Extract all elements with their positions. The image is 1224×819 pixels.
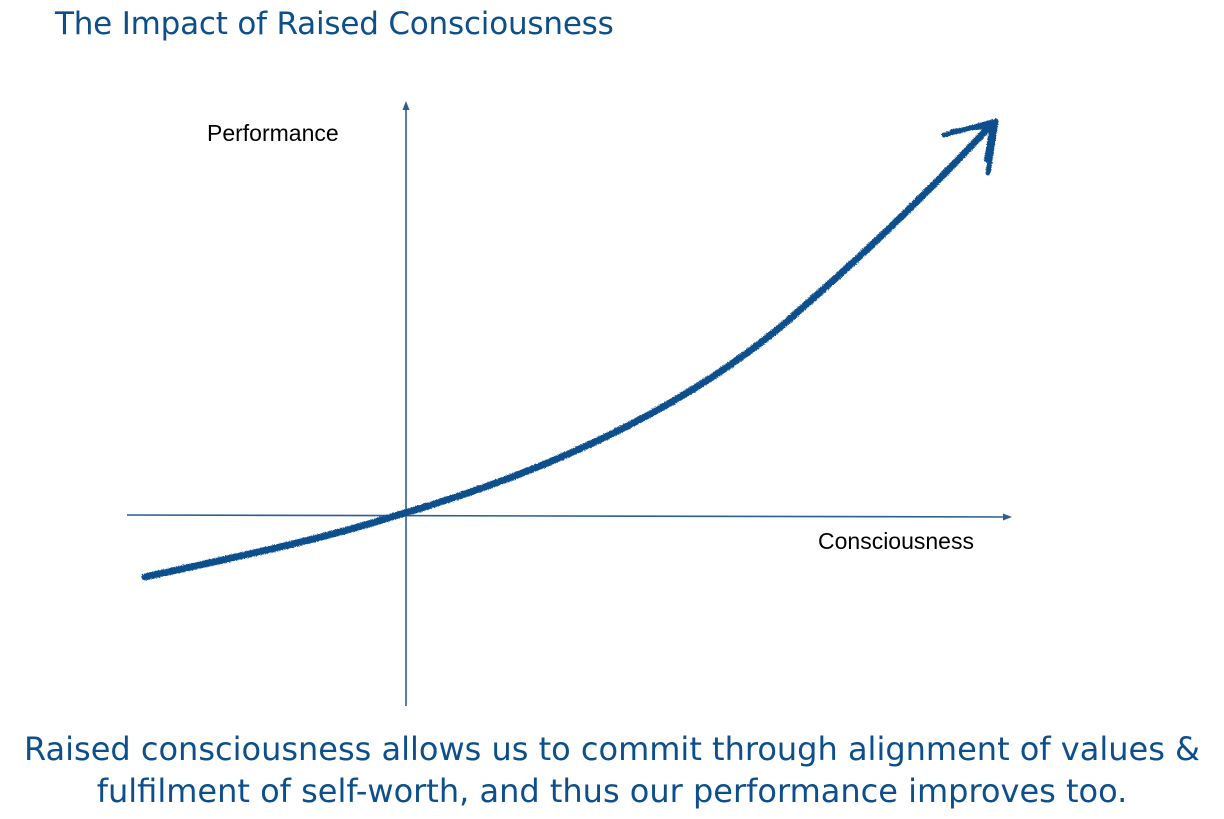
growth-curve	[141, 122, 994, 581]
x-axis-label: Consciousness	[818, 528, 974, 554]
caption: Raised consciousness allows us to commit…	[0, 728, 1224, 812]
growth-curve-arrow	[141, 118, 999, 581]
y-axis-label: Performance	[207, 120, 339, 146]
slide-title: The Impact of Raised Consciousness	[55, 6, 614, 42]
caption-line-1: Raised consciousness allows us to commit…	[24, 730, 1200, 768]
x-axis-arrowhead	[1003, 513, 1012, 521]
y-axis-arrowhead	[402, 101, 410, 110]
caption-line-2: fulfilment of self-worth, and thus our p…	[96, 772, 1128, 810]
y-axis	[402, 101, 410, 706]
x-axis	[126, 513, 1012, 521]
